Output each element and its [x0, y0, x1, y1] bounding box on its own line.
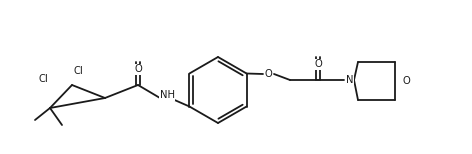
Text: O: O: [402, 76, 410, 86]
Text: N: N: [346, 75, 354, 85]
Text: O: O: [134, 64, 142, 74]
Text: O: O: [264, 69, 272, 79]
Text: O: O: [314, 59, 322, 69]
Text: Cl: Cl: [73, 66, 83, 76]
Text: Cl: Cl: [38, 74, 48, 84]
Text: NH: NH: [160, 90, 175, 100]
